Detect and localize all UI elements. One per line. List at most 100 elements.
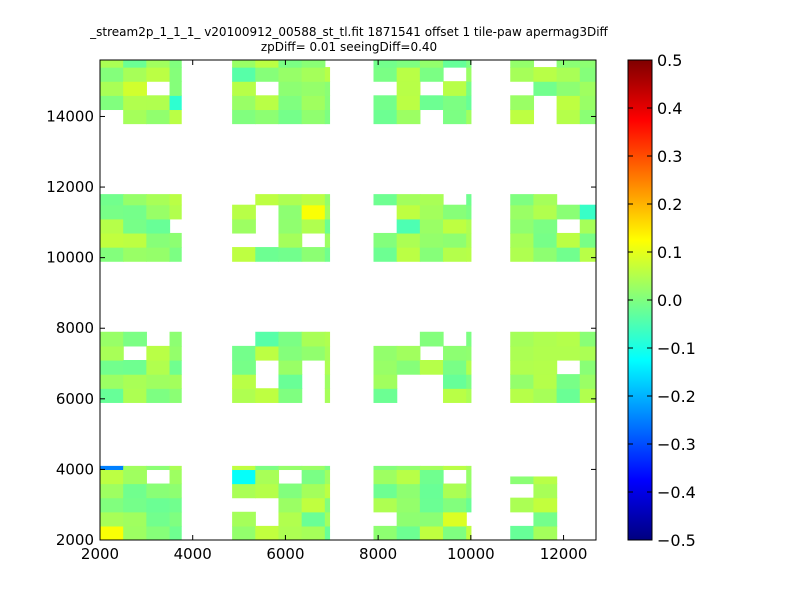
heatmap-cell	[579, 60, 596, 68]
heatmap-cell	[579, 247, 596, 262]
heatmap-cell	[169, 388, 182, 403]
colorbar-tick-label: 0.2	[657, 195, 682, 214]
heatmap-cell	[556, 374, 581, 389]
heatmap-cell	[169, 81, 182, 96]
heatmap-cell	[324, 511, 331, 527]
heatmap-cell	[324, 81, 331, 96]
heatmap-cell	[324, 109, 331, 125]
heatmap-cell	[373, 232, 398, 248]
heatmap-cell	[443, 483, 467, 499]
heatmap-cell	[556, 81, 581, 96]
heatmap-cell	[419, 497, 444, 513]
heatmap-cell	[169, 194, 182, 206]
heatmap-cell	[255, 388, 280, 403]
heatmap-cell	[100, 218, 124, 234]
heatmap-cell	[100, 232, 124, 248]
heatmap-cell	[278, 465, 303, 471]
heatmap-cell	[100, 360, 124, 375]
heatmap-cell	[123, 67, 147, 82]
heatmap-cell	[169, 95, 182, 111]
heatmap-cell	[278, 483, 303, 499]
heatmap-cell	[443, 497, 467, 513]
heatmap-cell	[373, 483, 398, 499]
heatmap-cell	[556, 204, 581, 220]
heatmap-cell	[419, 60, 444, 68]
heatmap-cell	[396, 218, 421, 234]
x-tick-label: 12000	[540, 545, 588, 563]
heatmap-cell	[373, 525, 398, 540]
heatmap-cell	[466, 331, 472, 347]
heatmap-cell	[278, 60, 303, 68]
heatmap-cell	[123, 247, 147, 262]
heatmap-cell	[324, 525, 331, 540]
heatmap-cell	[396, 232, 421, 248]
heatmap-cell	[278, 95, 303, 111]
heatmap-cell	[510, 388, 535, 403]
heatmap-cell	[466, 204, 472, 220]
chart-subtitle: zpDiff= 0.01 seeingDiff=0.40	[260, 40, 438, 54]
heatmap-cell	[301, 483, 326, 499]
heatmap-cell	[579, 345, 596, 361]
heatmap-cell	[324, 469, 331, 485]
heatmap-cell	[278, 67, 303, 82]
heatmap-cell	[443, 81, 467, 96]
heatmap-cell	[556, 345, 581, 361]
colorbar-axis: 0.5 0.4 0.3 0.2 0.1 0.0 −0.1 −0.2 −0.3 −0.4 −0.5	[628, 51, 696, 550]
heatmap-cell	[533, 331, 558, 347]
heatmap-cell	[466, 345, 472, 361]
colorbar-tick-label: −0.5	[657, 531, 696, 550]
heatmap-cell	[466, 81, 472, 96]
x-axis: 2000 4000 6000 8000 10000 12000	[81, 60, 588, 563]
colorbar-tick-label: −0.4	[657, 483, 696, 502]
heatmap-cell	[324, 218, 331, 234]
heatmap-cell	[324, 483, 331, 499]
heatmap-cell	[100, 194, 124, 206]
x-tick-label: 10000	[447, 545, 495, 563]
heatmap-cell	[146, 247, 171, 262]
heatmap-cell	[579, 331, 596, 347]
heatmap-cell	[100, 388, 124, 403]
heatmap-cell	[123, 60, 147, 68]
heatmap-cell	[301, 81, 326, 96]
heatmap-cell	[510, 345, 535, 361]
heatmap-cell	[232, 81, 256, 96]
heatmap-cell	[232, 60, 256, 68]
heatmap-cell	[510, 60, 535, 68]
heatmap-cell	[466, 232, 472, 248]
heatmap-cell	[466, 60, 472, 68]
heatmap-cell	[146, 95, 171, 111]
heatmap-cell	[419, 525, 444, 540]
heatmap-cell	[324, 388, 331, 403]
heatmap-cell	[278, 232, 303, 248]
heatmap-cell	[146, 67, 171, 82]
heatmap-cell	[169, 465, 182, 471]
heatmap-cell	[255, 469, 280, 485]
colorbar-tick-label: −0.1	[657, 339, 696, 358]
heatmap-cell	[100, 469, 124, 485]
x-tick-label: 2000	[81, 545, 119, 563]
heatmap-cell	[510, 67, 535, 82]
heatmap-cell	[169, 374, 182, 389]
heatmap-cell	[301, 525, 326, 540]
heatmap-cell	[443, 388, 467, 403]
heatmap-cell	[146, 465, 171, 471]
heatmap-cell	[533, 247, 558, 262]
y-tick-label: 4000	[56, 460, 94, 478]
heatmap-cell	[396, 81, 421, 96]
colorbar-tick-label: 0.5	[657, 51, 682, 70]
heatmap-cell	[232, 109, 256, 125]
heatmap-cell	[443, 345, 467, 361]
heatmap-cell	[232, 525, 256, 540]
heatmap-cell	[301, 218, 326, 234]
heatmap-cell	[419, 483, 444, 499]
heatmap-cell	[419, 232, 444, 248]
heatmap-cell	[510, 525, 535, 540]
heatmap-cell	[255, 247, 280, 262]
heatmap-cell	[169, 345, 182, 361]
heatmap-cell	[443, 525, 467, 540]
heatmap-cell	[443, 109, 467, 125]
heatmap-cell	[373, 95, 398, 111]
heatmap-cell	[255, 109, 280, 125]
heatmap-cell	[169, 60, 182, 68]
heatmap-cell	[373, 388, 398, 403]
